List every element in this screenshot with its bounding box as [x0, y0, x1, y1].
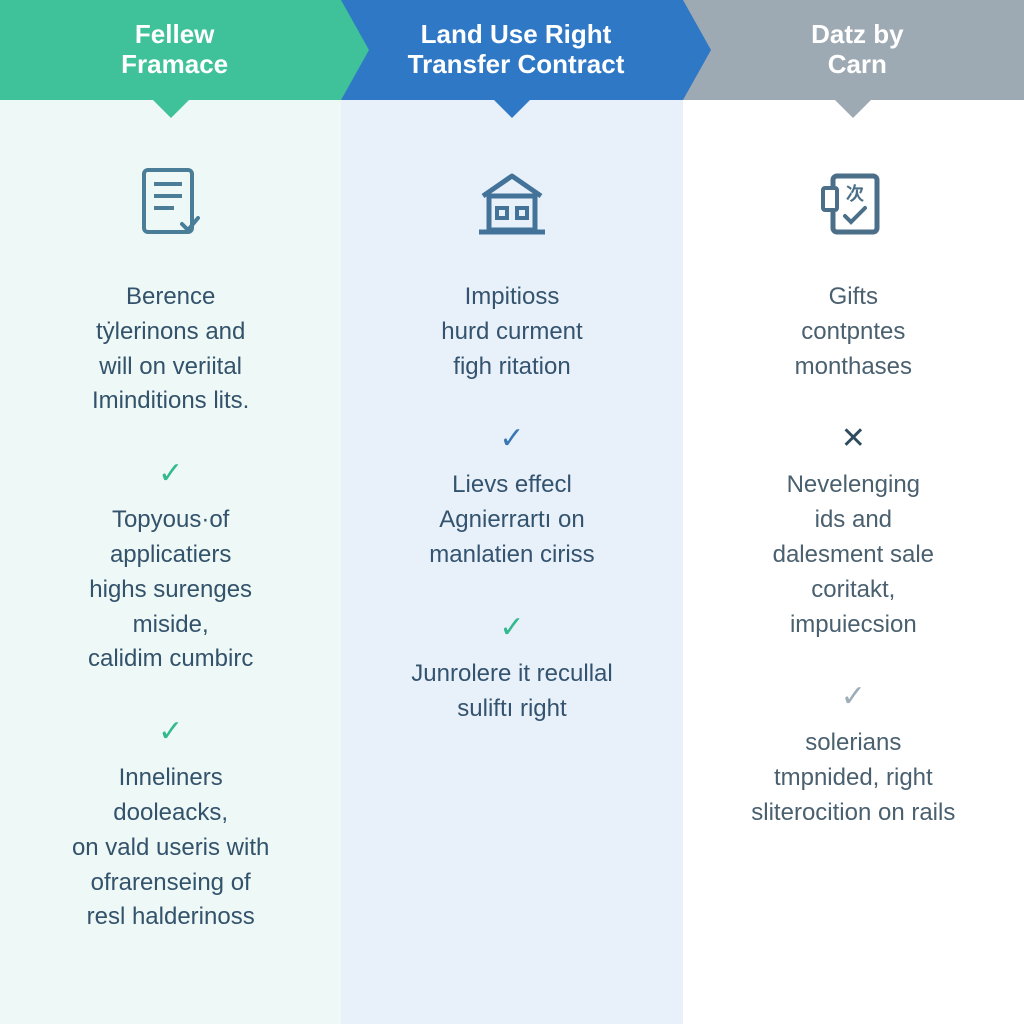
columns: Berence tẏlerinons and will on veriital … [0, 100, 1024, 1024]
check-icon: ✓ [375, 613, 648, 643]
tab-1: Land Use Right Transfer Contract [341, 0, 682, 100]
tab-1-label: Land Use Right Transfer Contract [408, 20, 625, 80]
tab-2: Datz by Carn [683, 0, 1024, 100]
col0-item-0: Berence tẏlerinons and will on veriital … [34, 276, 307, 419]
col1-item-0-text: Impitioss hurd curment figh ritation [375, 280, 648, 384]
tab-0-label: Fellew Framace [121, 20, 228, 80]
clipboard-icon: 次 [813, 160, 893, 250]
col2-item-1-text: Nevelenging ids and dalesment sale corit… [717, 468, 990, 642]
col2-item-1: ✕ Nevelenging ids and dalesment sale cor… [717, 398, 990, 642]
check-icon: ✓ [34, 717, 307, 747]
svg-text:次: 次 [846, 183, 864, 204]
document-icon [138, 160, 204, 250]
col1-item-2: ✓ Junrolere it recullal suliftı right [375, 587, 648, 727]
tab-2-label: Datz by Carn [811, 20, 903, 80]
column-2: 次 Gifts contpntes monthases ✕ Nevelengin… [683, 100, 1024, 1024]
comparison-chart: Fellew Framace Land Use Right Transfer C… [0, 0, 1024, 1024]
col2-item-0: Gifts contpntes monthases [717, 276, 990, 384]
col0-item-1-text: Topyous·of applicatiers highs surenges m… [34, 503, 307, 677]
col0-item-0-text: Berence tẏlerinons and will on veriital … [34, 280, 307, 419]
col0-item-2-text: Inneliners dooleacks, on vald useris wit… [34, 761, 307, 935]
check-icon: ✓ [375, 424, 648, 454]
column-0: Berence tẏlerinons and will on veriital … [0, 100, 341, 1024]
check-icon: ✓ [717, 682, 990, 712]
col1-item-1-text: Lievs effecl Agnierrartı on manlatien ci… [375, 468, 648, 572]
col2-item-2: ✓ solerians tmpnided, right sliterocitio… [717, 656, 990, 830]
col0-item-1: ✓ Topyous·of applicatiers highs surenges… [34, 433, 307, 677]
col1-item-0: Impitioss hurd curment figh ritation [375, 276, 648, 384]
col1-item-1: ✓ Lievs effecl Agnierrartı on manlatien … [375, 398, 648, 572]
header-tabs: Fellew Framace Land Use Right Transfer C… [0, 0, 1024, 100]
check-icon: ✓ [34, 459, 307, 489]
col0-item-2: ✓ Inneliners dooleacks, on vald useris w… [34, 691, 307, 935]
col1-item-2-text: Junrolere it recullal suliftı right [375, 657, 648, 727]
column-1: Impitioss hurd curment figh ritation ✓ L… [341, 100, 682, 1024]
col2-item-0-text: Gifts contpntes monthases [717, 280, 990, 384]
col2-item-2-text: solerians tmpnided, right sliterocition … [717, 726, 990, 830]
cross-icon: ✕ [717, 424, 990, 454]
building-icon [471, 160, 553, 250]
tab-0: Fellew Framace [0, 0, 341, 100]
